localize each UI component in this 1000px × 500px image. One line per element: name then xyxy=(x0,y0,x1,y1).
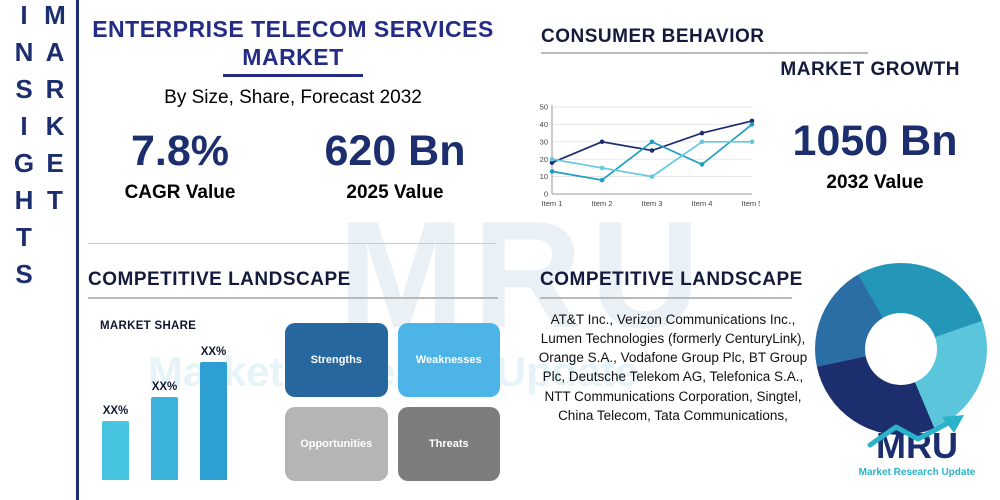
swot-button-strengths: Strengths xyxy=(285,323,388,397)
value-2025-label: 2025 Value xyxy=(346,182,444,204)
value-2032-label: 2032 Value xyxy=(826,172,924,194)
sidebar-divider-line xyxy=(76,0,79,500)
logo-growth-arrow-icon xyxy=(867,415,964,448)
value-2025-stat: 620 Bn 2025 Value xyxy=(300,127,490,204)
value-2025: 620 Bn xyxy=(324,127,466,175)
bar xyxy=(102,421,129,480)
competitive-landscape-right-heading: COMPETITIVE LANDSCAPE xyxy=(540,269,803,290)
cagr-label: CAGR Value xyxy=(124,182,236,204)
page-title-line2: MARKET xyxy=(242,43,344,70)
cagr-stat: 7.8% CAGR Value xyxy=(100,127,260,204)
consumer-behavior-underline xyxy=(541,52,868,54)
logo-subtext: Market Research Update xyxy=(858,467,976,478)
swot-grid: Strengths Weaknesses Opportunities Threats xyxy=(285,323,500,481)
cagr-value: 7.8% xyxy=(130,127,229,175)
competitive-landscape-left-heading: COMPETITIVE LANDSCAPE xyxy=(88,269,351,290)
donut-chart xyxy=(815,263,987,435)
svg-text:10: 10 xyxy=(540,172,548,181)
sidebar-vertical-label: MARKET INSIGHTS xyxy=(9,0,70,296)
svg-text:Item 5: Item 5 xyxy=(742,199,760,208)
market-share-title: MARKET SHARE xyxy=(100,320,197,332)
companies-list-text: AT&T Inc., Verizon Communications Inc., … xyxy=(538,312,808,423)
bar-item-3: XX% xyxy=(200,346,227,480)
consumer-behavior-heading: CONSUMER BEHAVIOR xyxy=(541,26,765,47)
swot-button-opportunities: Opportunities xyxy=(285,407,388,481)
swot-button-weaknesses: Weaknesses xyxy=(397,323,500,397)
svg-text:Item 2: Item 2 xyxy=(592,199,613,208)
svg-text:40: 40 xyxy=(540,120,548,129)
bar xyxy=(151,397,178,480)
swot-button-threats: Threats xyxy=(397,407,500,481)
svg-text:Item 4: Item 4 xyxy=(692,199,713,208)
market-growth-heading: MARKET GROWTH xyxy=(780,59,960,80)
bar xyxy=(200,362,227,480)
title-underline xyxy=(223,74,363,78)
title-block: ENTERPRISE TELECOM SERVICES MARKET By Si… xyxy=(88,16,498,109)
logo: MRU Market Research Update xyxy=(842,415,992,478)
svg-text:0: 0 xyxy=(544,190,548,199)
bar-value-label: XX% xyxy=(200,346,227,358)
competitive-landscape-right-underline xyxy=(540,297,792,299)
bar-item-2: XX% xyxy=(151,381,178,480)
line-chart: 0 10 20 30 40 50 Item 1 Item 2 Item 3 Item 4 Item … xyxy=(540,103,760,208)
page-title-line1: ENTERPRISE TELECOM SERVICES xyxy=(92,16,494,42)
competitive-landscape-left-underline xyxy=(88,297,498,299)
bar-value-label: XX% xyxy=(102,405,129,417)
market-share-bar-chart: XX% XX% XX% xyxy=(102,338,267,480)
bar-item-1: XX% xyxy=(102,405,129,480)
svg-text:Item 3: Item 3 xyxy=(642,199,663,208)
page-subtitle: By Size, Share, Forecast 2032 xyxy=(164,87,422,109)
svg-text:30: 30 xyxy=(540,137,548,146)
bar-value-label: XX% xyxy=(151,381,178,393)
svg-text:20: 20 xyxy=(540,155,548,164)
value-2032-stat: 1050 Bn 2032 Value xyxy=(775,117,975,194)
svg-text:50: 50 xyxy=(540,103,548,112)
left-section-divider xyxy=(88,243,496,244)
svg-text:Item 1: Item 1 xyxy=(542,199,563,208)
donut-hole xyxy=(865,313,937,385)
value-2032: 1050 Bn xyxy=(792,117,958,165)
